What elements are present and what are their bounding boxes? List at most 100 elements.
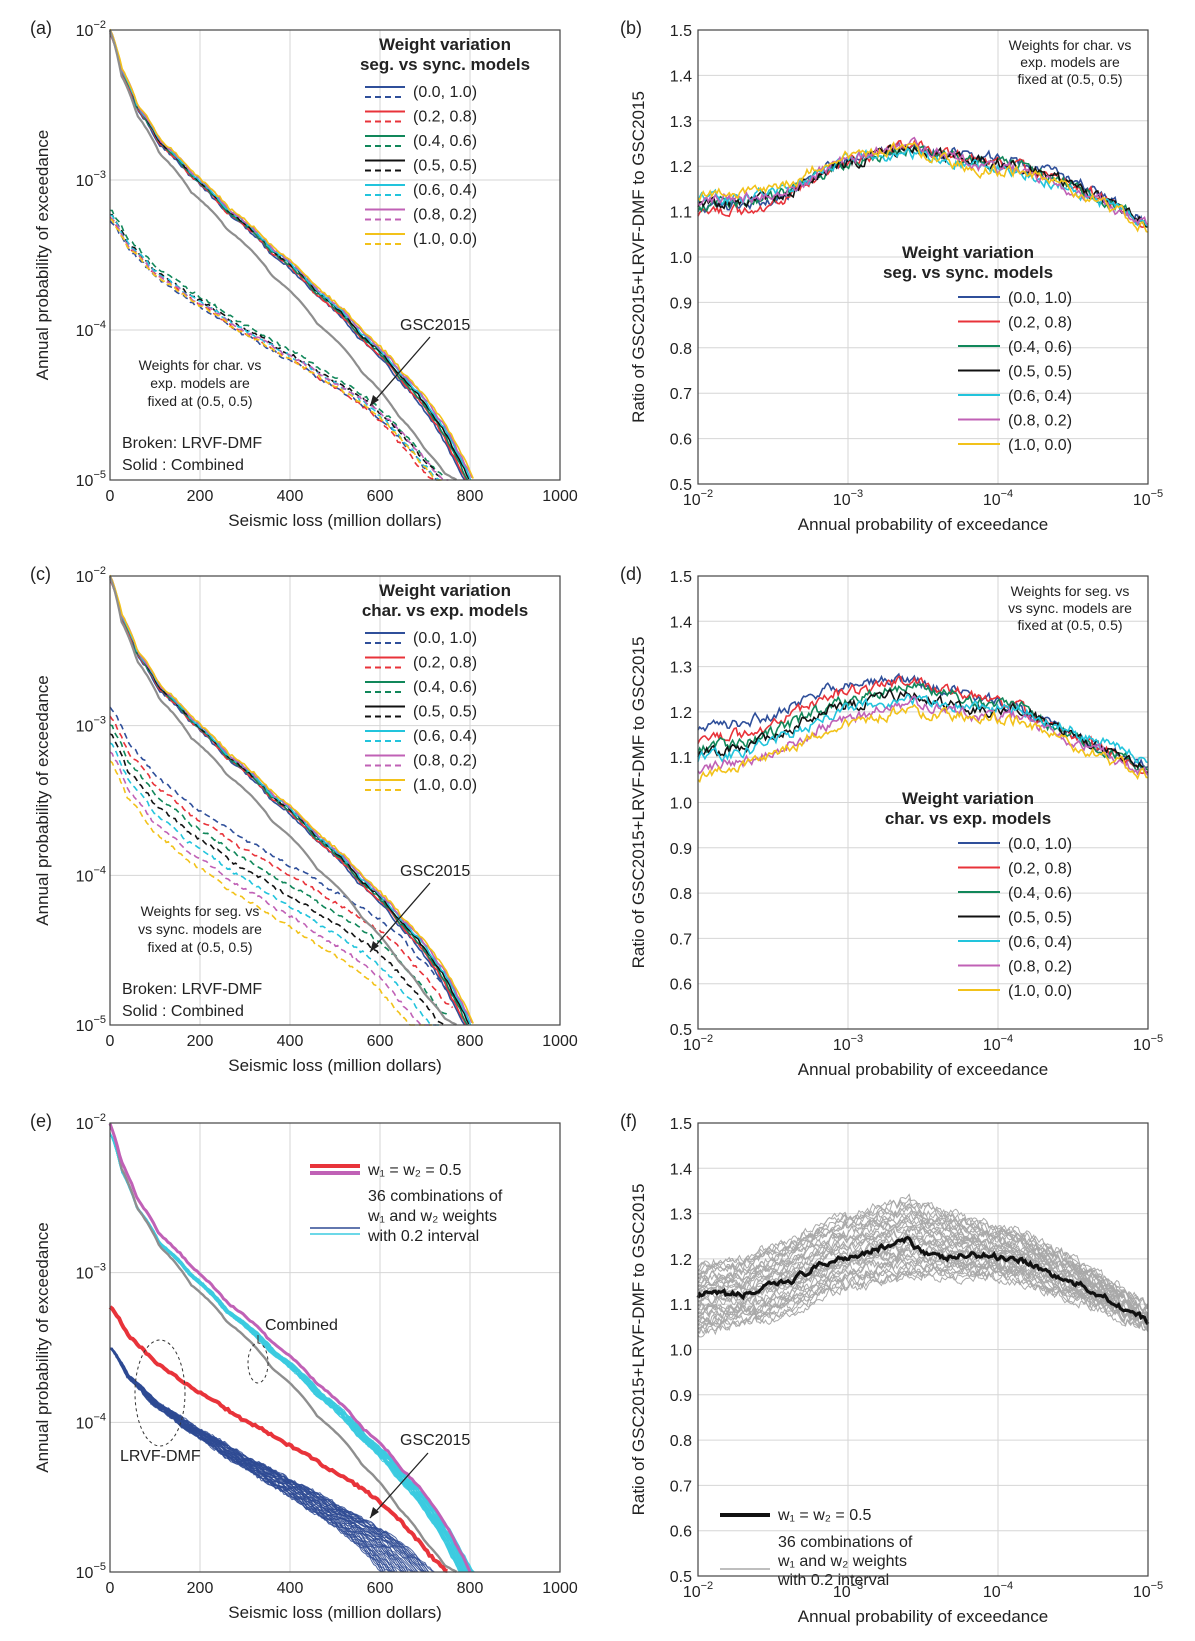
y-tick-label: 1.0 <box>670 250 692 267</box>
series-group <box>696 1193 1150 1338</box>
x-tick-label-exponent: −4 <box>1001 1580 1014 1592</box>
gsc2015-arrow <box>369 882 431 953</box>
panel-label: (b) <box>620 18 642 38</box>
y-tick-label: 10−5 <box>76 469 106 490</box>
line-style-note: Solid : Combined <box>122 457 244 474</box>
ensemble-combined-curve <box>109 1132 475 1573</box>
x-tick-label: 600 <box>367 1580 394 1597</box>
x-tick-label-base: 10 <box>683 492 701 509</box>
y-tick-label: 0.5 <box>670 477 692 494</box>
ensemble-ratio-curve <box>697 1263 1149 1332</box>
y-tick-label: 1.2 <box>670 705 692 722</box>
x-tick-label: 0 <box>106 488 115 505</box>
x-tick-label: 400 <box>277 1033 304 1050</box>
y-tick-label-exponent: −2 <box>93 565 106 577</box>
legend-item-label: (0.0, 1.0) <box>413 630 477 647</box>
x-tick-label-base: 10 <box>983 1037 1001 1054</box>
x-tick-label: 10−2 <box>683 1033 713 1054</box>
x-tick-label-base: 10 <box>683 1037 701 1054</box>
legend-item-label: (0.6, 0.4) <box>1008 388 1072 405</box>
ensemble-ratio-curve <box>697 1193 1149 1310</box>
ensemble-combined-curve <box>109 1132 464 1573</box>
ensemble-ratio-curve <box>697 1231 1149 1316</box>
lrvf-dmf-dashed-curve <box>109 218 442 481</box>
x-tick-label-base: 10 <box>1133 1584 1151 1601</box>
x-tick-label: 800 <box>457 488 484 505</box>
y-tick-label: 10−4 <box>76 319 106 340</box>
y-tick-label: 10−3 <box>76 169 106 190</box>
y-tick-label: 0.9 <box>670 841 692 858</box>
ensemble-ratio-curve <box>697 1217 1149 1318</box>
weights-note-line: fixed at (0.5, 0.5) <box>1017 617 1122 633</box>
weights-note-line: fixed at (0.5, 0.5) <box>1017 71 1122 87</box>
x-tick-label-exponent: −2 <box>701 1033 714 1045</box>
ensemble-lrvf-dmf-curve <box>109 1347 470 1573</box>
legend-item-label: (0.4, 0.6) <box>413 679 477 696</box>
x-tick-label: 10−4 <box>983 1033 1013 1054</box>
lrvf-dmf-dashed-curve <box>109 733 445 1026</box>
y-tick-label: 0.5 <box>670 1022 692 1039</box>
series-group <box>697 672 1149 783</box>
combined-mean-curve <box>108 1123 472 1573</box>
panel-label: (e) <box>30 1111 52 1131</box>
x-tick-label-exponent: −5 <box>1151 1033 1164 1045</box>
weights-note-line: Weights for seg. vs <box>1011 583 1130 599</box>
y-tick-label: 1.1 <box>670 205 692 222</box>
x-tick-label-base: 10 <box>1133 1037 1151 1054</box>
x-tick-label-exponent: −4 <box>1001 1033 1014 1045</box>
weights-note-line: fixed at (0.5, 0.5) <box>147 393 252 409</box>
legend-item-label: (0.5, 0.5) <box>413 158 477 175</box>
y-tick-label-exponent: −4 <box>93 864 106 876</box>
legend-subtitle: seg. vs sync. models <box>883 263 1053 282</box>
legend-item-label: (0.5, 0.5) <box>413 704 477 721</box>
x-tick-label-exponent: −2 <box>701 1580 714 1592</box>
y-tick-label: 0.9 <box>670 1388 692 1405</box>
legend-item-label: (0.2, 0.8) <box>1008 315 1072 332</box>
legend-item-label: with 0.2 interval <box>367 1228 479 1245</box>
x-tick-label-exponent: −5 <box>1151 488 1164 500</box>
legend-item-label: (0.2, 0.8) <box>413 109 477 126</box>
x-tick-label-exponent: −3 <box>851 488 864 500</box>
x-tick-label: 200 <box>187 488 214 505</box>
lrvf-dmf-dashed-curve <box>109 742 441 1026</box>
y-tick-label-exponent: −4 <box>93 1411 106 1423</box>
y-axis-label: Ratio of GSC2015+LRVF-DMF to GSC2015 <box>629 91 648 423</box>
line-style-note: Broken: LRVF-DMF <box>122 981 262 998</box>
plot-frame <box>109 1122 561 1573</box>
x-tick-label-base: 10 <box>833 1584 851 1601</box>
gsc2015-arrow <box>369 336 431 407</box>
line-style-note: Solid : Combined <box>122 1003 244 1020</box>
y-tick-label: 0.7 <box>670 386 692 403</box>
legend-item-label: (0.5, 0.5) <box>1008 364 1072 381</box>
x-axis-label: Seismic loss (million dollars) <box>228 1603 442 1622</box>
mean-ratio-curve <box>696 1235 1150 1325</box>
y-tick-label: 1.1 <box>670 1297 692 1314</box>
ensemble-ratio-curve <box>697 1246 1149 1324</box>
legend-item-label: (0.2, 0.8) <box>413 655 477 672</box>
y-tick-label: 1.1 <box>670 750 692 767</box>
panel-label: (d) <box>620 564 642 584</box>
y-tick-label: 1.3 <box>670 660 692 677</box>
lrvf-dmf-dashed-curve <box>109 213 445 481</box>
legend-item-label: (0.0, 1.0) <box>1008 836 1072 853</box>
x-tick-label: 1000 <box>542 1033 578 1050</box>
ensemble-ratio-curve <box>697 1253 1149 1325</box>
lrvf-dmf-dashed-curve <box>109 706 457 999</box>
ratio-curve <box>697 688 1149 774</box>
combined-solid-curve <box>109 574 474 1024</box>
x-axis-label: Seismic loss (million dollars) <box>228 511 442 530</box>
y-tick-label: 1.0 <box>670 796 692 813</box>
y-tick-label-exponent: −2 <box>93 1112 106 1124</box>
series-group <box>108 1122 478 1573</box>
ensemble-ratio-curve <box>697 1199 1149 1309</box>
x-tick-label: 10−5 <box>1133 1033 1163 1054</box>
x-axis-label: Annual probability of exceedance <box>798 1060 1048 1079</box>
y-tick-label: 0.8 <box>670 886 692 903</box>
ensemble-ratio-curve <box>697 1224 1149 1319</box>
weights-note-line: vs sync. models are <box>138 921 262 937</box>
gsc2015-arrowhead <box>370 395 379 406</box>
y-axis-label: Annual probability of exceedance <box>33 130 52 380</box>
y-tick-label-exponent: −3 <box>93 715 106 727</box>
y-tick-label-base: 10 <box>76 868 94 885</box>
